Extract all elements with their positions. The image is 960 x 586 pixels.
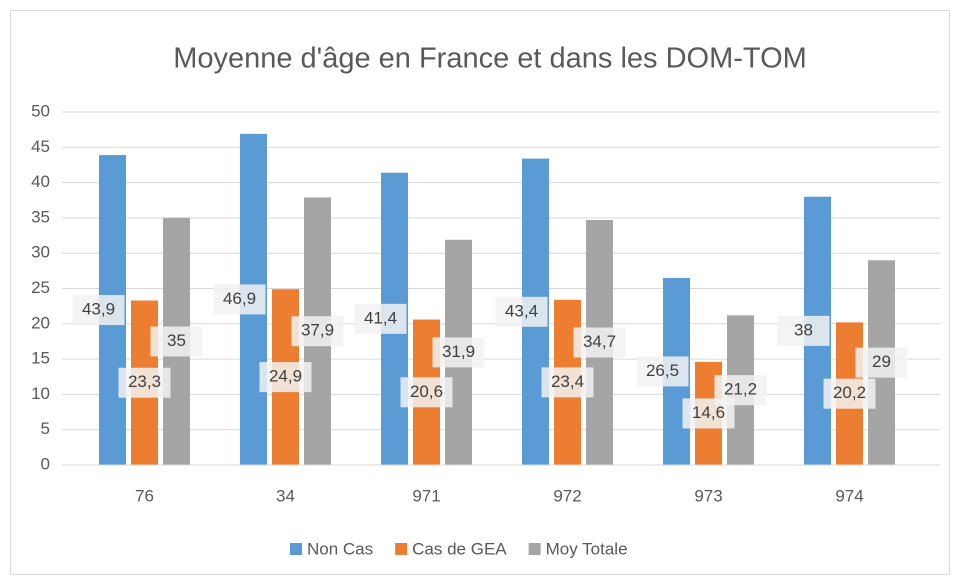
legend-label: Cas de GEA	[412, 539, 507, 558]
data-label: 21,2	[724, 380, 757, 399]
data-label: 20,6	[410, 382, 443, 401]
chart-title: Moyenne d'âge en France et dans les DOM-…	[173, 43, 807, 75]
data-label-bg	[72, 295, 125, 326]
y-tick-label: 0	[41, 454, 50, 473]
data-label: 20,2	[833, 383, 866, 402]
data-label: 23,4	[551, 372, 584, 391]
data-label-bg	[714, 375, 767, 406]
data-label: 46,9	[223, 289, 256, 308]
data-label-bg	[291, 316, 344, 347]
data-label: 43,4	[505, 301, 538, 320]
data-label: 29	[872, 352, 891, 371]
y-tick-label: 15	[31, 349, 50, 368]
data-label: 37,9	[301, 321, 334, 340]
x-tick-label: 34	[276, 486, 295, 505]
x-tick-label: 972	[553, 486, 581, 505]
data-label: 34,7	[583, 332, 616, 351]
y-tick-label: 20	[31, 313, 50, 332]
data-label: 35	[167, 331, 186, 350]
data-label-bg	[213, 284, 266, 315]
legend-swatch	[395, 543, 408, 555]
y-tick-label: 35	[31, 207, 50, 226]
x-tick-label: 971	[412, 486, 440, 505]
data-label-bg	[354, 303, 407, 334]
data-label-bg	[777, 315, 830, 346]
x-tick-label: 76	[135, 486, 154, 505]
data-label: 41,4	[364, 308, 397, 327]
data-label: 24,9	[269, 367, 302, 386]
data-label: 31,9	[442, 342, 475, 361]
data-label: 38	[794, 320, 813, 339]
legend-label: Non Cas	[307, 539, 373, 558]
data-label-bg	[259, 362, 312, 393]
legend-swatch	[528, 543, 541, 555]
data-label-bg	[855, 347, 908, 378]
x-tick-label: 974	[835, 486, 863, 505]
x-tick-label: 973	[694, 486, 722, 505]
y-tick-label: 40	[31, 172, 50, 191]
data-label-bg	[400, 377, 453, 408]
data-label-bg	[432, 337, 485, 368]
data-label-bg	[823, 378, 876, 409]
y-tick-label: 10	[31, 384, 50, 403]
data-label-bg	[573, 327, 626, 358]
data-label-bg	[541, 367, 594, 398]
data-label: 23,3	[128, 372, 161, 391]
legend-label: Moy Totale	[546, 539, 628, 558]
y-tick-label: 50	[31, 101, 50, 120]
data-label-bg	[636, 356, 689, 387]
data-label-bg	[150, 326, 203, 357]
data-label-bg	[118, 367, 171, 398]
y-tick-label: 45	[31, 137, 50, 156]
data-label: 14,6	[692, 403, 725, 422]
y-tick-label: 30	[31, 243, 50, 262]
y-tick-label: 25	[31, 278, 50, 297]
data-label: 26,5	[646, 361, 679, 380]
data-label: 43,9	[82, 300, 115, 319]
legend-swatch	[290, 543, 302, 555]
y-tick-label: 5	[41, 419, 50, 438]
data-label-bg	[495, 296, 548, 327]
